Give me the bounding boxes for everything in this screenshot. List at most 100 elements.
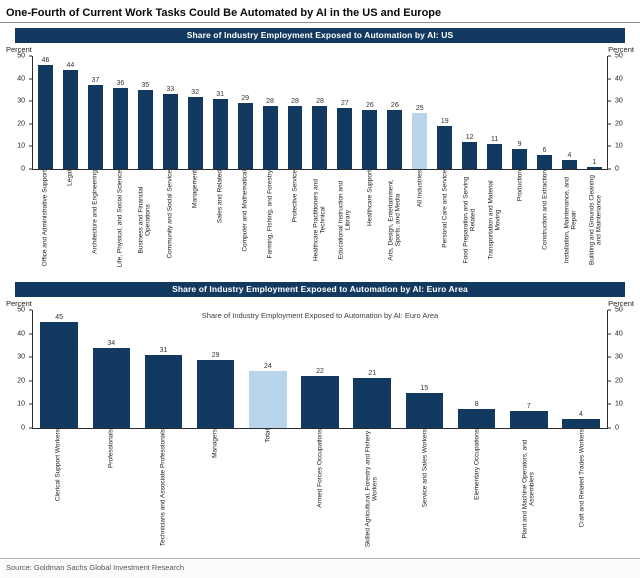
y-tick-mark: [29, 427, 32, 429]
bar: [187, 96, 203, 169]
bar: [37, 65, 53, 169]
x-axis-category-label: Legal: [66, 170, 73, 270]
x-axis-category-text: Transportation and Material Moving: [487, 180, 503, 260]
bar-value-label: 6: [542, 147, 547, 155]
bar: [353, 378, 391, 428]
bar-value-label: 32: [191, 88, 200, 96]
bar-value-label: 24: [263, 363, 272, 371]
x-axis-category-text: Arts, Design, Entertainment, Sports, and…: [387, 179, 403, 261]
x-label-slot: Building and Grounds Cleaning and Mainte…: [583, 170, 608, 277]
x-axis-category-text: Legal: [65, 170, 73, 186]
x-axis-category-text: Food Preparation and Serving Related: [462, 176, 478, 264]
bar: [405, 392, 444, 428]
bar-value-label: 29: [211, 351, 220, 359]
x-axis-category-label: Business and Financial Operations: [137, 170, 152, 270]
plot-frame: 46 44 37 36 35 33 32 31 29 28 28 28 27 26 26 25 19 12 11 9 6…: [32, 56, 608, 170]
bar: [562, 159, 577, 169]
chart-us-plot-area: Percent Percent 0 10 20 30 40 50 46 44 37 36 35 33 32 3…: [0, 45, 640, 277]
bar: [212, 98, 228, 169]
y-tick-mark: [29, 100, 32, 102]
bar-value-label: 28: [266, 97, 274, 105]
x-axis-category-label: Installation, Maintenance, and Repair: [563, 170, 578, 270]
bar: [287, 105, 303, 169]
x-axis-category-label: Personal Care and Service: [442, 170, 449, 270]
x-label-slot: Total: [241, 429, 293, 555]
y-tick-label: 40: [615, 75, 623, 83]
x-axis-category-label: Plant and Machine Operators, and Assembl…: [522, 429, 537, 549]
bar-value-label: 21: [368, 370, 377, 378]
y-tick-mark: [608, 123, 611, 125]
bar-slot: 28: [258, 56, 283, 169]
x-axis-category-text: Healthcare Support: [366, 170, 374, 227]
bar: [137, 89, 153, 169]
y-axis-left: 0 10 20 30 40 50: [6, 53, 32, 173]
x-axis-category-text: Personal Care and Service: [441, 170, 449, 248]
y-tick-label: 0: [21, 424, 25, 432]
bar-slot: 37: [83, 56, 108, 169]
bar-slot: 25: [407, 56, 432, 169]
x-axis-category-label: Protective Service: [291, 170, 298, 270]
bar-value-label: 26: [365, 102, 374, 110]
x-axis-category-text: Community and Social Service: [166, 170, 174, 259]
bar: [112, 87, 128, 169]
bar-slot: 36: [108, 56, 133, 169]
y-tick-mark: [29, 55, 32, 57]
y-tick-label: 50: [615, 52, 623, 60]
bar-slot: 29: [233, 56, 258, 169]
bar: [387, 110, 403, 169]
x-axis-category-label: Architecture and Engineering: [91, 170, 98, 270]
bar-value-label: 15: [420, 384, 429, 392]
x-label-slot: Personal Care and Service: [433, 170, 458, 277]
x-gutter-right: [608, 170, 634, 277]
page-title: One-Fourth of Current Work Tasks Could B…: [0, 0, 640, 23]
x-label-slot: Management: [182, 170, 207, 277]
bar: [510, 411, 548, 428]
bar: [437, 126, 453, 169]
bar-value-label: 28: [316, 97, 324, 105]
chart-euro-band-title: Share of Industry Employment Exposed to …: [15, 282, 625, 297]
x-axis-category-text: Healthcare Practitioners and Technical: [312, 179, 328, 262]
bar-slot: 32: [183, 56, 208, 169]
x-axis-category-label: Healthcare Practitioners and Technical: [313, 170, 328, 270]
y-tick-label: 0: [21, 165, 25, 173]
bar-slot: 27: [332, 56, 357, 169]
bar-value-label: 19: [440, 118, 449, 126]
x-label-slot: Arts, Design, Entertainment, Sports, and…: [383, 170, 408, 277]
y-tick-label: 20: [17, 120, 25, 128]
x-axis-category-text: Building and Grounds Cleaning and Mainte…: [588, 175, 603, 265]
chart-us-band-title-text: Share of Industry Employment Exposed to …: [186, 30, 454, 40]
y-tick-mark: [608, 78, 611, 80]
chart-us-band-title: Share of Industry Employment Exposed to …: [15, 28, 625, 43]
x-label-slot: Professionals: [84, 429, 136, 555]
x-axis-category-text: Skilled Agricultural, Forestry and Fishe…: [364, 430, 380, 548]
x-label-slot: Sales and Related: [207, 170, 232, 277]
bar: [457, 409, 496, 428]
chart-euro-plot-area: Percent Percent 0 10 20 30 40 50 Share of Indust…: [0, 299, 640, 555]
x-axis-category-label: Educational Instruction and Library: [338, 170, 353, 270]
plot-grid: 0 10 20 30 40 50 Share of Industry Employment …: [6, 307, 634, 432]
bar-highlight: [412, 112, 428, 169]
x-axis-category-text: Farming, Fishing, and Forestry: [266, 170, 274, 259]
x-label-slot: Transportation and Material Moving: [483, 170, 508, 277]
bar: [487, 144, 503, 169]
x-axis-category-text: Installation, Maintenance, and Repair: [563, 176, 578, 264]
x-axis-category-label: Community and Social Service: [166, 170, 173, 270]
x-axis-category-text: Elementary Occupations: [473, 429, 481, 500]
bar: [312, 105, 328, 169]
bar: [362, 110, 378, 169]
x-axis-category-label: Clerical Support Workers: [54, 429, 61, 549]
bar: [462, 141, 478, 169]
x-axis-category-text: Construction and Extraction: [541, 170, 549, 250]
y-axis-label-left: Percent: [6, 299, 32, 308]
bar: [537, 155, 553, 169]
x-axis-category-label: Transportation and Material Moving: [488, 170, 503, 270]
bar-value-label: 7: [526, 403, 531, 411]
bar-highlight: [249, 371, 287, 428]
bar: [87, 85, 103, 169]
bar-slot: 33: [158, 56, 183, 169]
bar-slot: 6: [532, 56, 557, 169]
bar-value-label: 27: [341, 99, 349, 107]
bar-slot: 11: [482, 56, 507, 169]
x-gutter-left: [6, 429, 32, 555]
bar: [562, 418, 600, 428]
